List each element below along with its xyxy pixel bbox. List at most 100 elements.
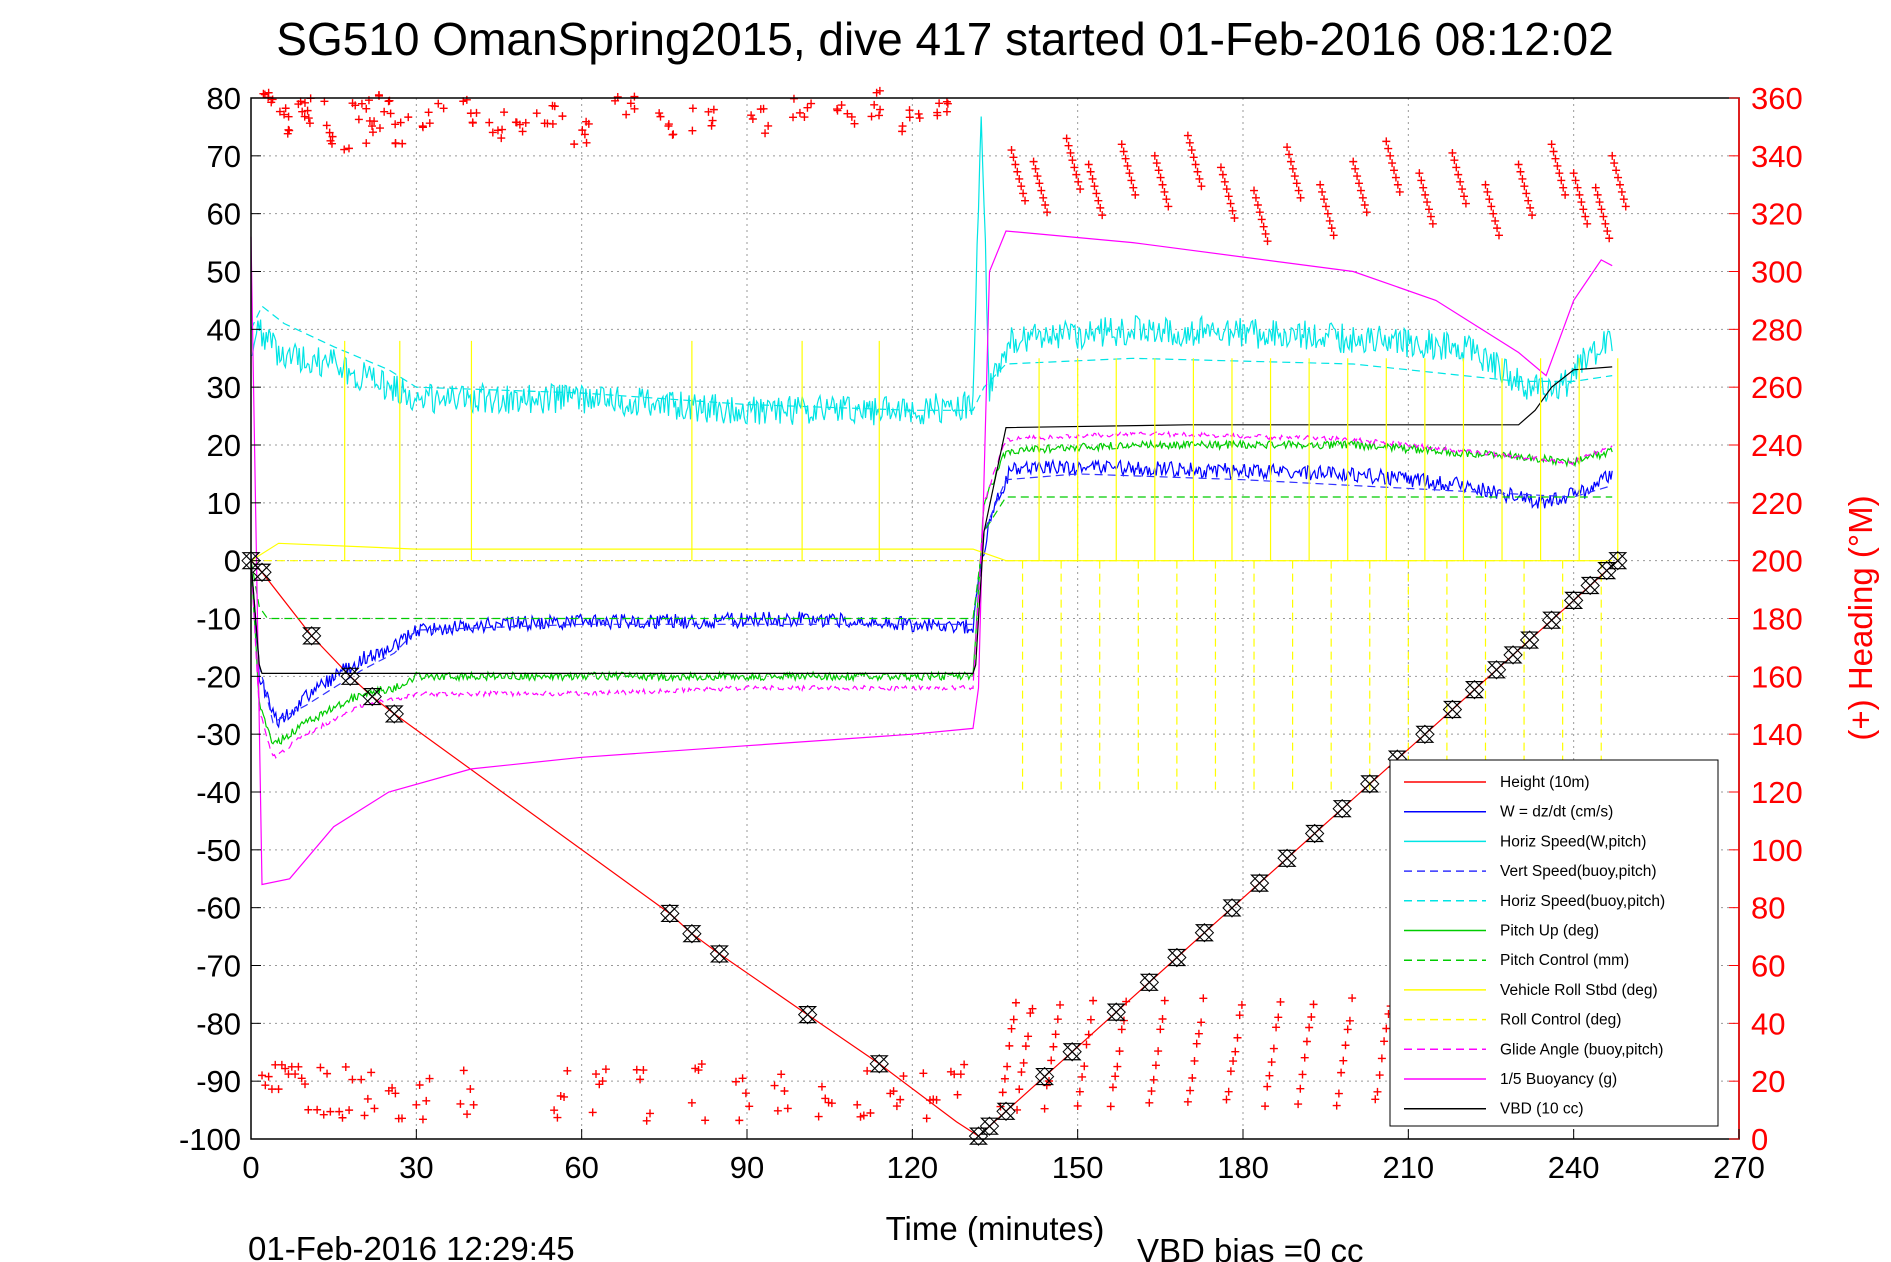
gc-marker bbox=[1580, 576, 1600, 595]
heading-marker bbox=[412, 1100, 421, 1109]
gc-marker bbox=[241, 552, 261, 570]
heading-marker bbox=[1292, 179, 1301, 188]
heading-marker bbox=[898, 122, 907, 131]
heading-marker bbox=[655, 109, 664, 118]
heading-marker bbox=[1255, 208, 1264, 217]
heading-marker bbox=[1086, 1015, 1095, 1024]
gc-marker bbox=[1305, 824, 1325, 843]
heading-marker bbox=[1191, 160, 1200, 169]
heading-marker bbox=[1162, 195, 1171, 204]
y-tick-label: 30 bbox=[207, 370, 241, 405]
heading-marker bbox=[591, 1070, 600, 1079]
heading-marker bbox=[1233, 1033, 1242, 1042]
heading-marker bbox=[558, 112, 567, 121]
heading-marker bbox=[1265, 1071, 1274, 1080]
heading-marker bbox=[1003, 1062, 1012, 1071]
heading-marker bbox=[1294, 186, 1303, 195]
y2-tick-label: 40 bbox=[1751, 1006, 1785, 1041]
heading-marker bbox=[770, 1081, 779, 1090]
heading-marker bbox=[1160, 996, 1169, 1005]
heading-marker bbox=[300, 112, 309, 121]
heading-marker bbox=[745, 1102, 754, 1111]
heading-marker bbox=[1302, 1037, 1311, 1046]
heading-marker bbox=[1373, 1087, 1382, 1096]
heading-marker bbox=[582, 117, 591, 126]
gc-marker bbox=[1519, 630, 1540, 650]
gc-marker bbox=[682, 925, 702, 943]
heading-marker bbox=[515, 120, 524, 129]
heading-marker bbox=[1621, 202, 1630, 211]
heading-marker bbox=[1158, 180, 1167, 189]
heading-marker bbox=[1461, 199, 1470, 208]
heading-marker bbox=[1296, 1084, 1305, 1093]
heading-marker bbox=[1263, 1082, 1272, 1091]
heading-marker bbox=[773, 1106, 782, 1115]
heading-marker bbox=[578, 126, 587, 135]
heading-marker bbox=[756, 105, 765, 114]
heading-marker bbox=[872, 88, 881, 97]
series-line bbox=[250, 230, 1613, 886]
gc-marker bbox=[682, 923, 702, 944]
heading-marker bbox=[1619, 195, 1628, 204]
heading-marker bbox=[550, 102, 559, 111]
heading-marker bbox=[1390, 166, 1398, 175]
heading-marker bbox=[1040, 1104, 1049, 1113]
heading-marker bbox=[1425, 205, 1433, 214]
heading-marker bbox=[837, 101, 846, 110]
heading-marker bbox=[922, 1114, 931, 1123]
heading-marker bbox=[1007, 1024, 1016, 1033]
heading-marker bbox=[1309, 1000, 1318, 1009]
gc-marker bbox=[1250, 874, 1269, 892]
heading-marker bbox=[1222, 185, 1231, 194]
x-tick-label: 60 bbox=[564, 1150, 598, 1185]
heading-marker bbox=[415, 1081, 424, 1090]
y-tick-label: -20 bbox=[196, 659, 241, 694]
heading-marker bbox=[708, 116, 717, 125]
heading-marker bbox=[919, 1069, 928, 1078]
heading-marker bbox=[1419, 183, 1428, 192]
heading-marker bbox=[351, 101, 360, 110]
y2-tick-label: 280 bbox=[1751, 312, 1803, 347]
heading-marker bbox=[1605, 234, 1614, 243]
heading-marker bbox=[425, 1074, 434, 1083]
heading-marker bbox=[1145, 1098, 1154, 1107]
heading-marker bbox=[380, 107, 389, 116]
heading-marker bbox=[1017, 1068, 1026, 1077]
legend-label: W = dz/dt (cm/s) bbox=[1500, 804, 1613, 821]
gc-marker bbox=[1167, 947, 1187, 968]
heading-marker bbox=[1448, 148, 1457, 157]
heading-marker bbox=[1321, 202, 1330, 211]
heading-marker bbox=[1294, 1100, 1303, 1109]
heading-marker bbox=[1493, 224, 1502, 233]
gc-marker bbox=[1580, 575, 1600, 596]
heading-marker bbox=[1288, 164, 1297, 173]
legend-label: Roll Control (deg) bbox=[1500, 1012, 1621, 1029]
heading-marker bbox=[344, 144, 353, 153]
heading-marker bbox=[639, 1066, 648, 1075]
heading-marker bbox=[1528, 211, 1537, 220]
y-tick-label: -50 bbox=[196, 833, 241, 868]
x-tick-label: 90 bbox=[730, 1150, 764, 1185]
legend-label: Vert Speed(buoy,pitch) bbox=[1500, 863, 1657, 880]
heading-marker bbox=[1150, 151, 1159, 160]
heading-marker bbox=[1286, 157, 1295, 166]
x-tick-label: 30 bbox=[399, 1150, 433, 1185]
heading-marker bbox=[932, 1095, 941, 1104]
heading-marker bbox=[1222, 1095, 1231, 1104]
marker-layer bbox=[241, 550, 1628, 1146]
gc-marker bbox=[1222, 898, 1242, 918]
gc-marker bbox=[252, 562, 272, 582]
heading-marker bbox=[281, 104, 290, 113]
footer-timestamp: 01-Feb-2016 12:29:45 bbox=[248, 1230, 575, 1262]
heading-marker bbox=[905, 113, 914, 122]
heading-marker bbox=[783, 1104, 792, 1113]
heading-marker bbox=[1076, 185, 1085, 194]
heading-marker bbox=[1062, 134, 1071, 143]
y2-tick-label: 20 bbox=[1751, 1064, 1785, 1099]
heading-marker bbox=[821, 1094, 830, 1103]
heading-marker bbox=[1325, 216, 1334, 225]
heading-marker bbox=[914, 109, 923, 118]
heading-marker bbox=[1231, 1047, 1240, 1056]
heading-marker bbox=[1197, 182, 1206, 191]
y2-tick-labels: 0 20 40 60 80 100 120 140 160 180 200 220 240 260 280 3… bbox=[1729, 81, 1803, 1157]
